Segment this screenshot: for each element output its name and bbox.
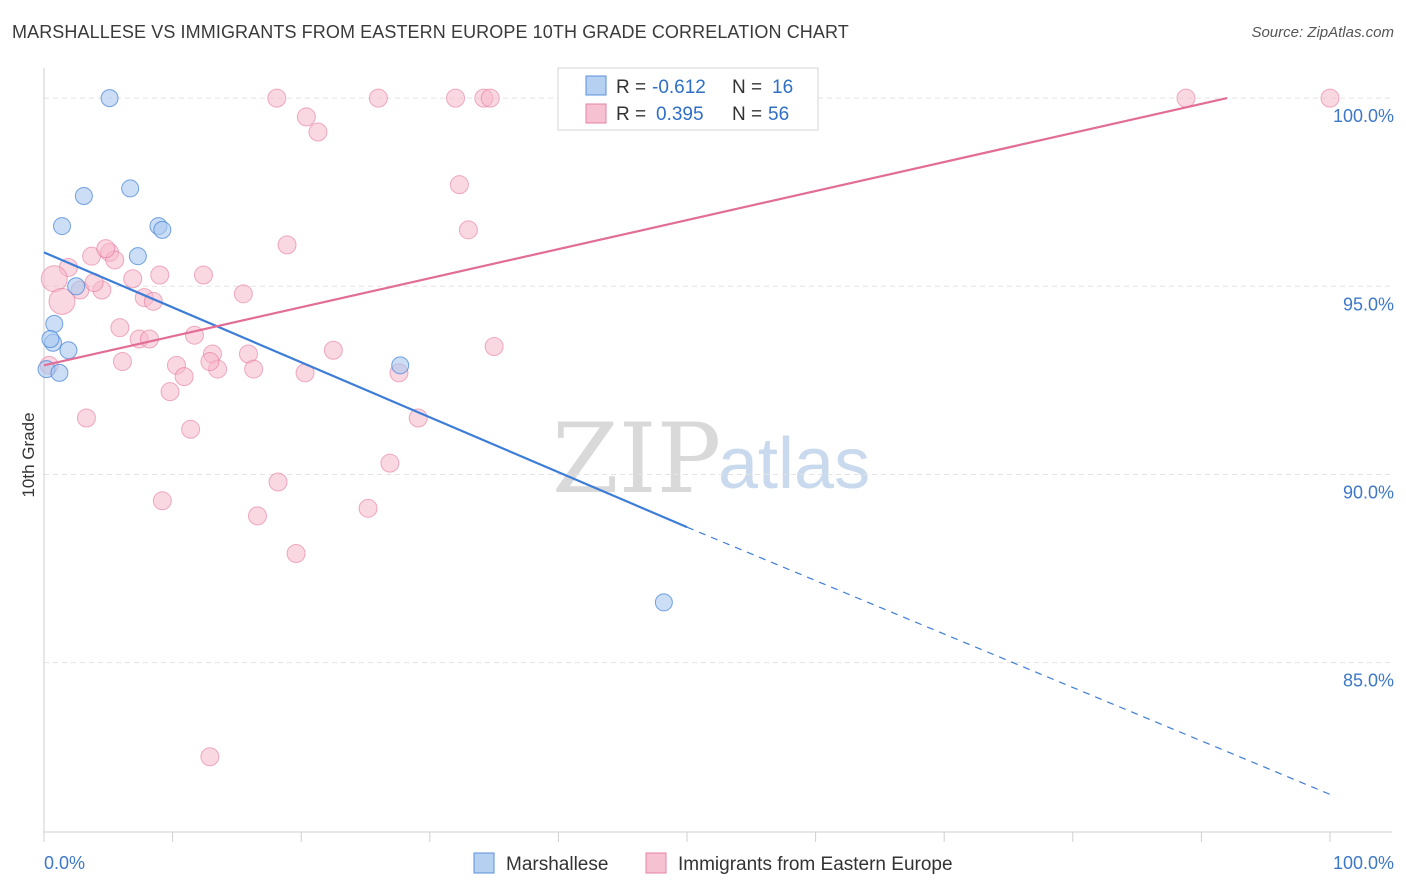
bottom-legend-swatch-eastern-europe (645, 852, 667, 874)
point-marshallese (50, 363, 69, 382)
legend-r-value-1: -0.612 (652, 77, 706, 98)
point-marshallese (67, 277, 86, 296)
legend-n-label-2: N = (732, 104, 762, 125)
series-eastern-europe-points (39, 88, 1340, 767)
legend-n-label-1: N = (732, 77, 762, 98)
point-eastern-europe (244, 359, 264, 379)
legend-r-value-2: 0.395 (656, 104, 704, 125)
point-eastern-europe (458, 220, 478, 240)
series-legend: Marshallese Immigrants from Eastern Euro… (473, 852, 953, 875)
bottom-legend-label-eastern-europe: Immigrants from Eastern Europe (678, 854, 953, 875)
point-marshallese (59, 341, 78, 360)
watermark-zip: ZIP (552, 403, 721, 515)
point-eastern-europe (160, 382, 180, 402)
series-marshallese-points (37, 89, 673, 612)
point-marshallese (74, 186, 93, 205)
y-tick-label: 90.0% (1343, 482, 1394, 502)
point-eastern-europe (233, 284, 253, 304)
bottom-legend-swatch-marshallese (473, 852, 495, 874)
legend-r-label-1: R = (616, 77, 646, 98)
gridlines (44, 97, 1392, 664)
chart-title: MARSHALLESE VS IMMIGRANTS FROM EASTERN E… (12, 22, 849, 42)
point-eastern-europe (76, 408, 96, 428)
legend-n-value-2: 56 (768, 104, 789, 125)
point-eastern-europe (323, 340, 343, 360)
watermark: ZIP atlas (552, 403, 870, 515)
point-eastern-europe (150, 265, 170, 285)
point-eastern-europe (267, 88, 287, 108)
point-eastern-europe (1176, 88, 1196, 108)
point-eastern-europe (247, 506, 267, 526)
point-eastern-europe (296, 107, 316, 127)
legend-r-label-2: R = (616, 104, 646, 125)
y-tick-label: 85.0% (1343, 671, 1394, 691)
trend-line-marshallese-extension (686, 526, 1331, 795)
point-eastern-europe (96, 239, 116, 259)
bottom-legend-label-marshallese: Marshallese (506, 854, 608, 875)
x-ticks (43, 832, 1331, 842)
point-eastern-europe (308, 122, 328, 142)
stats-legend: R = -0.612 N = 16 R = 0.395 N = 56 (557, 67, 819, 131)
y-axis-label: 10th Grade (19, 412, 38, 497)
point-eastern-europe (174, 367, 194, 387)
point-eastern-europe (1320, 88, 1340, 108)
point-marshallese (53, 217, 72, 236)
trend-line-eastern-europe (43, 97, 1228, 367)
point-eastern-europe (200, 352, 220, 372)
point-marshallese (45, 314, 64, 333)
trend-line-marshallese (43, 251, 688, 529)
point-eastern-europe (358, 498, 378, 518)
point-eastern-europe (380, 453, 400, 473)
point-eastern-europe (123, 269, 143, 289)
point-eastern-europe (368, 88, 388, 108)
point-eastern-europe (277, 235, 297, 255)
point-eastern-europe (286, 543, 306, 563)
point-eastern-europe (112, 352, 132, 372)
trend-lines (43, 97, 1331, 795)
legend-swatch-eastern-europe (585, 103, 607, 124)
point-eastern-europe (200, 747, 220, 767)
point-eastern-europe (268, 472, 288, 492)
point-eastern-europe (446, 88, 466, 108)
point-eastern-europe (449, 175, 469, 195)
source-label: Source: ZipAtlas.com (1251, 24, 1394, 41)
point-eastern-europe (193, 265, 213, 285)
point-marshallese (153, 220, 172, 239)
watermark-atlas: atlas (718, 424, 870, 504)
y-tick-labels: 85.0% 90.0% 95.0% 100.0% (1333, 106, 1394, 691)
point-marshallese (128, 247, 147, 266)
point-eastern-europe (480, 88, 500, 108)
x-tick-label-min: 0.0% (44, 853, 85, 873)
point-eastern-europe (484, 337, 504, 357)
point-eastern-europe (181, 419, 201, 439)
axes (43, 68, 1392, 833)
point-eastern-europe (110, 318, 130, 338)
point-marshallese (41, 329, 60, 348)
y-tick-label: 95.0% (1343, 294, 1394, 314)
point-eastern-europe (48, 287, 76, 315)
point-marshallese (391, 356, 410, 375)
point-eastern-europe (152, 491, 172, 511)
point-marshallese (121, 179, 140, 198)
point-marshallese (100, 89, 119, 108)
legend-swatch-marshallese (585, 75, 607, 96)
x-tick-label-max: 100.0% (1333, 853, 1394, 873)
point-marshallese (654, 593, 673, 612)
y-tick-label: 100.0% (1333, 106, 1394, 126)
legend-n-value-1: 16 (772, 77, 793, 98)
point-eastern-europe (40, 265, 68, 293)
